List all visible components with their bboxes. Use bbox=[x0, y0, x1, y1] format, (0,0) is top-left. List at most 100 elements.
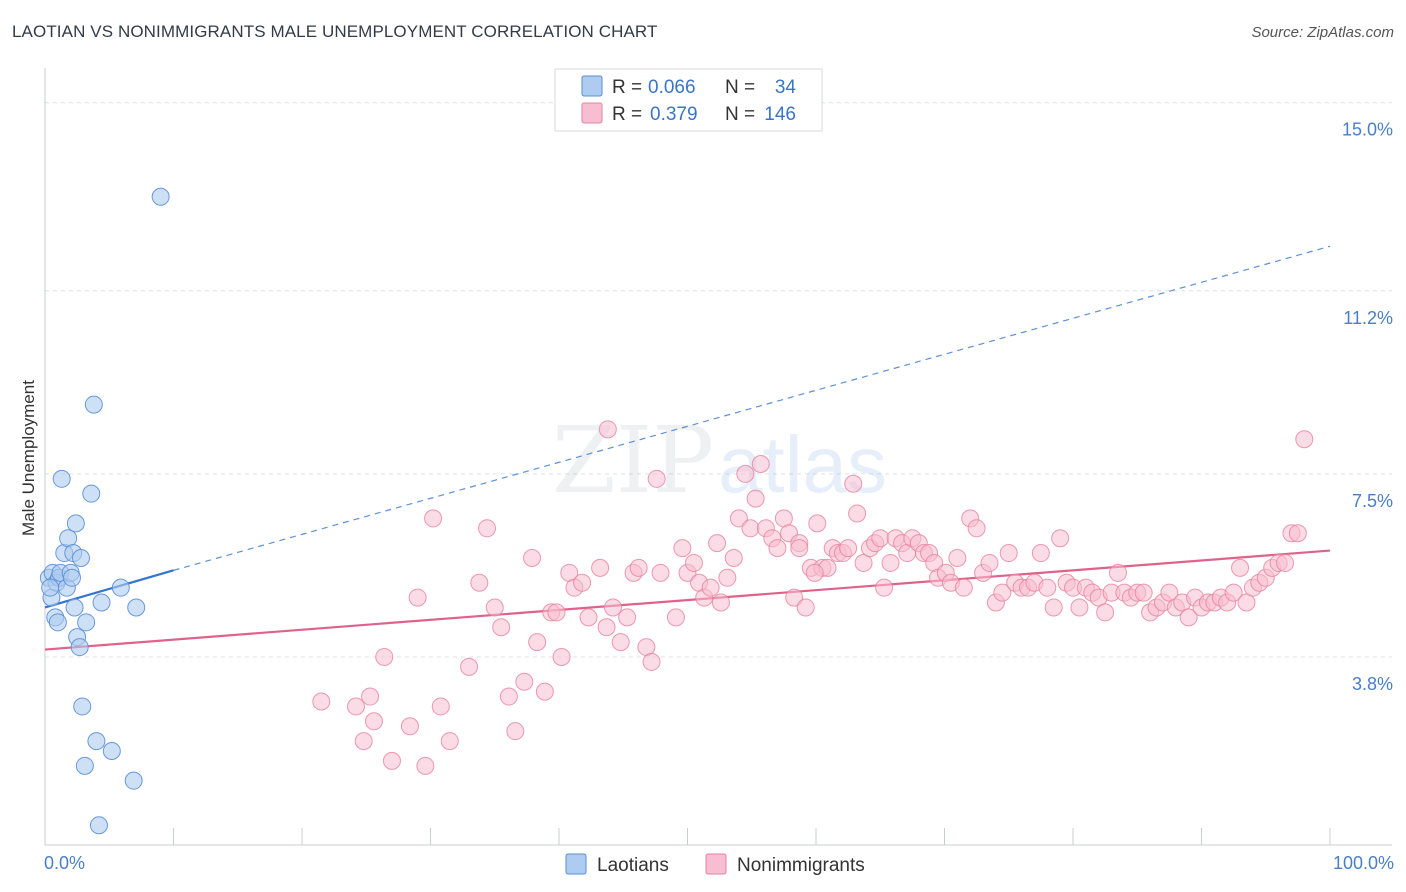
nonimmigrants-point-55 bbox=[741, 519, 760, 538]
laotians-point-15 bbox=[65, 598, 84, 617]
nonimmigrants-point-14 bbox=[470, 573, 489, 592]
nonimmigrants-point-6 bbox=[382, 751, 401, 770]
nonimmigrants-point-45 bbox=[684, 553, 703, 572]
nonimmigrants-point-67 bbox=[808, 514, 827, 533]
laotians-point-33 bbox=[41, 578, 60, 597]
laotians-trend-line bbox=[44, 569, 174, 609]
laotians-trend-extension bbox=[173, 245, 1331, 571]
nonimmigrants-point-149 bbox=[790, 539, 809, 558]
nonimmigrants-point-4 bbox=[364, 712, 383, 731]
nonimmigrants-point-126 bbox=[1160, 583, 1179, 602]
nonimmigrants-point-22 bbox=[528, 633, 547, 652]
legend-n-label-1: N = bbox=[725, 104, 755, 125]
nonimmigrants-point-76 bbox=[854, 553, 873, 572]
chart-title: LAOTIAN VS NONIMMIGRANTS MALE UNEMPLOYME… bbox=[12, 22, 658, 41]
nonimmigrants-point-60 bbox=[768, 539, 787, 558]
nonimmigrants-point-52 bbox=[724, 548, 743, 567]
nonimmigrants-point-10 bbox=[424, 509, 443, 528]
nonimmigrants-point-34 bbox=[611, 633, 630, 652]
grid-lines bbox=[45, 102, 1392, 658]
nonimmigrants-point-122 bbox=[1134, 583, 1153, 602]
nonimmigrants-point-42 bbox=[666, 608, 685, 627]
nonimmigrants-point-26 bbox=[552, 647, 571, 666]
nonimmigrants-point-107 bbox=[1038, 578, 1057, 597]
nonimmigrants-point-108 bbox=[1044, 598, 1063, 617]
x-tick-label-1: 100.0% bbox=[1333, 853, 1394, 873]
nonimmigrants-point-100 bbox=[993, 583, 1012, 602]
bottom-legend-swatch-nonimmigrants bbox=[705, 853, 727, 875]
laotians-point-25 bbox=[87, 732, 106, 751]
nonimmigrants-point-138 bbox=[1237, 593, 1256, 612]
nonimmigrants-point-56 bbox=[746, 489, 765, 508]
legend-r-value-1: 0.379 bbox=[650, 104, 698, 125]
nonimmigrants-point-30 bbox=[579, 608, 598, 627]
legend-n-value-1: 146 bbox=[764, 104, 796, 125]
nonimmigrants-point-98 bbox=[980, 553, 999, 572]
nonimmigrants-point-21 bbox=[523, 548, 542, 567]
nonimmigrants-point-57 bbox=[751, 454, 770, 473]
nonimmigrants-point-94 bbox=[954, 578, 973, 597]
nonimmigrants-point-20 bbox=[515, 672, 534, 691]
watermark-zip: ZIP bbox=[552, 407, 714, 514]
nonimmigrants-point-144 bbox=[1276, 553, 1295, 572]
nonimmigrants-point-13 bbox=[460, 657, 479, 676]
nonimmigrants-point-75 bbox=[848, 504, 867, 523]
nonimmigrants-point-8 bbox=[408, 588, 427, 607]
laotians-point-19 bbox=[71, 548, 90, 567]
x-tick-label-0: 0.0% bbox=[44, 853, 85, 873]
y-axis-label: Male Unemployment bbox=[19, 380, 38, 536]
laotians-point-13 bbox=[62, 568, 81, 587]
nonimmigrants-point-116 bbox=[1096, 603, 1115, 622]
legend-r-label-0: R = bbox=[612, 77, 642, 98]
legend-swatch-nonimmigrants bbox=[581, 102, 603, 124]
bottom-legend-swatch-laotians bbox=[565, 853, 587, 875]
laotians-point-20 bbox=[73, 697, 92, 716]
nonimmigrants-point-2 bbox=[354, 732, 373, 751]
nonimmigrants-point-35 bbox=[618, 608, 637, 627]
x-tick-labels: 0.0% 100.0% bbox=[44, 853, 1394, 873]
axes bbox=[44, 68, 1392, 846]
laotians-point-31 bbox=[151, 187, 170, 206]
laotians-point-5 bbox=[48, 613, 67, 632]
laotians-point-32 bbox=[89, 816, 108, 835]
nonimmigrants-point-11 bbox=[431, 697, 450, 716]
nonimmigrants-point-51 bbox=[718, 568, 737, 587]
nonimmigrants-point-80 bbox=[875, 578, 894, 597]
y-tick-labels: 3.8% 7.5% 11.2% 15.0% bbox=[1342, 120, 1393, 694]
laotians-point-23 bbox=[82, 484, 101, 503]
laotians-point-21 bbox=[75, 756, 94, 775]
nonimmigrants-point-0 bbox=[312, 692, 331, 711]
nonimmigrants-point-16 bbox=[485, 598, 504, 617]
nonimmigrants-point-150 bbox=[805, 563, 824, 582]
laotians-point-28 bbox=[111, 578, 130, 597]
y-tick-label-3: 15.0% bbox=[1342, 120, 1393, 140]
nonimmigrants-point-148 bbox=[598, 420, 617, 439]
nonimmigrants-point-147 bbox=[1295, 430, 1314, 449]
nonimmigrants-point-93 bbox=[948, 548, 967, 567]
nonimmigrants-point-33 bbox=[603, 598, 622, 617]
nonimmigrants-point-118 bbox=[1108, 563, 1127, 582]
nonimmigrants-point-9 bbox=[416, 756, 435, 775]
nonimmigrants-point-146 bbox=[1288, 524, 1307, 543]
nonimmigrants-point-65 bbox=[796, 598, 815, 617]
laotians-point-26 bbox=[92, 593, 111, 612]
laotians-point-16 bbox=[66, 514, 85, 533]
laotians-point-18 bbox=[70, 638, 89, 657]
bottom-legend-laotians: Laotians bbox=[597, 855, 669, 876]
laotians-point-8 bbox=[52, 469, 71, 488]
nonimmigrants-point-43 bbox=[673, 539, 692, 558]
nonimmigrants-point-53 bbox=[729, 509, 748, 528]
nonimmigrants-point-101 bbox=[999, 544, 1018, 563]
nonimmigrants-point-96 bbox=[967, 519, 986, 538]
laotians-point-24 bbox=[84, 395, 103, 414]
nonimmigrants-point-23 bbox=[535, 682, 554, 701]
laotians-point-27 bbox=[102, 741, 121, 760]
nonimmigrants-point-54 bbox=[736, 464, 755, 483]
nonimmigrants-point-17 bbox=[492, 618, 511, 637]
nonimmigrants-point-1 bbox=[346, 697, 365, 716]
nonimmigrants-point-50 bbox=[711, 593, 730, 612]
legend-r-label-1: R = bbox=[612, 104, 642, 125]
nonimmigrants-point-18 bbox=[499, 687, 518, 706]
nonimmigrants-point-15 bbox=[478, 519, 497, 538]
